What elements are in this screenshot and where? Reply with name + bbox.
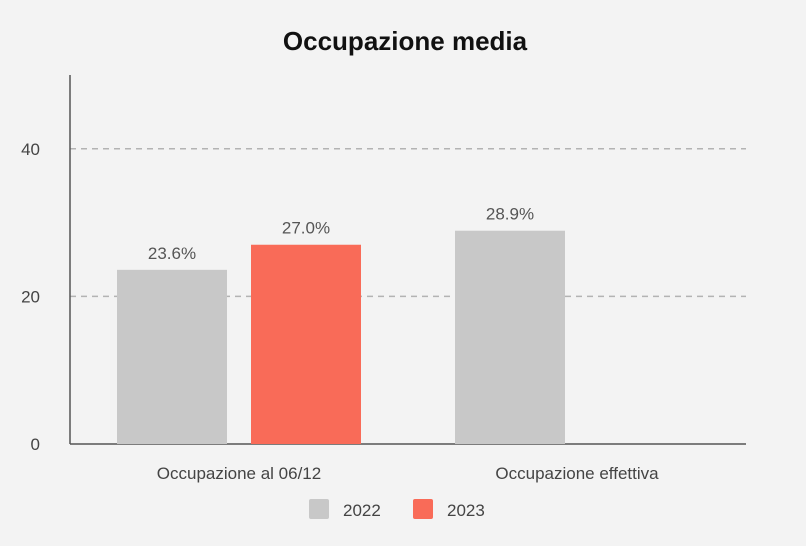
bar-2022-1 xyxy=(117,269,227,444)
chart-title: Occupazione media xyxy=(283,26,528,56)
legend-swatch-2023 xyxy=(413,499,433,519)
bar-2022-2 xyxy=(455,230,565,444)
legend-label-2022: 2022 xyxy=(343,501,381,520)
bar-2023-1 xyxy=(251,244,361,444)
x-category-label: Occupazione al 06/12 xyxy=(157,464,321,483)
legend-swatch-2022 xyxy=(309,499,329,519)
data-label: 23.6% xyxy=(148,244,196,263)
y-tick-label: 40 xyxy=(21,140,40,159)
y-tick-label: 20 xyxy=(21,287,40,306)
legend: 2022 2023 xyxy=(309,499,485,520)
data-label: 27.0% xyxy=(282,219,330,238)
bar-layer xyxy=(117,230,565,444)
y-tick-label: 0 xyxy=(31,435,40,454)
x-category-label: Occupazione effettiva xyxy=(495,464,659,483)
label-layer: 23.6% 27.0% 28.9% xyxy=(148,205,534,263)
data-label: 28.9% xyxy=(486,205,534,224)
legend-label-2023: 2023 xyxy=(447,501,485,520)
